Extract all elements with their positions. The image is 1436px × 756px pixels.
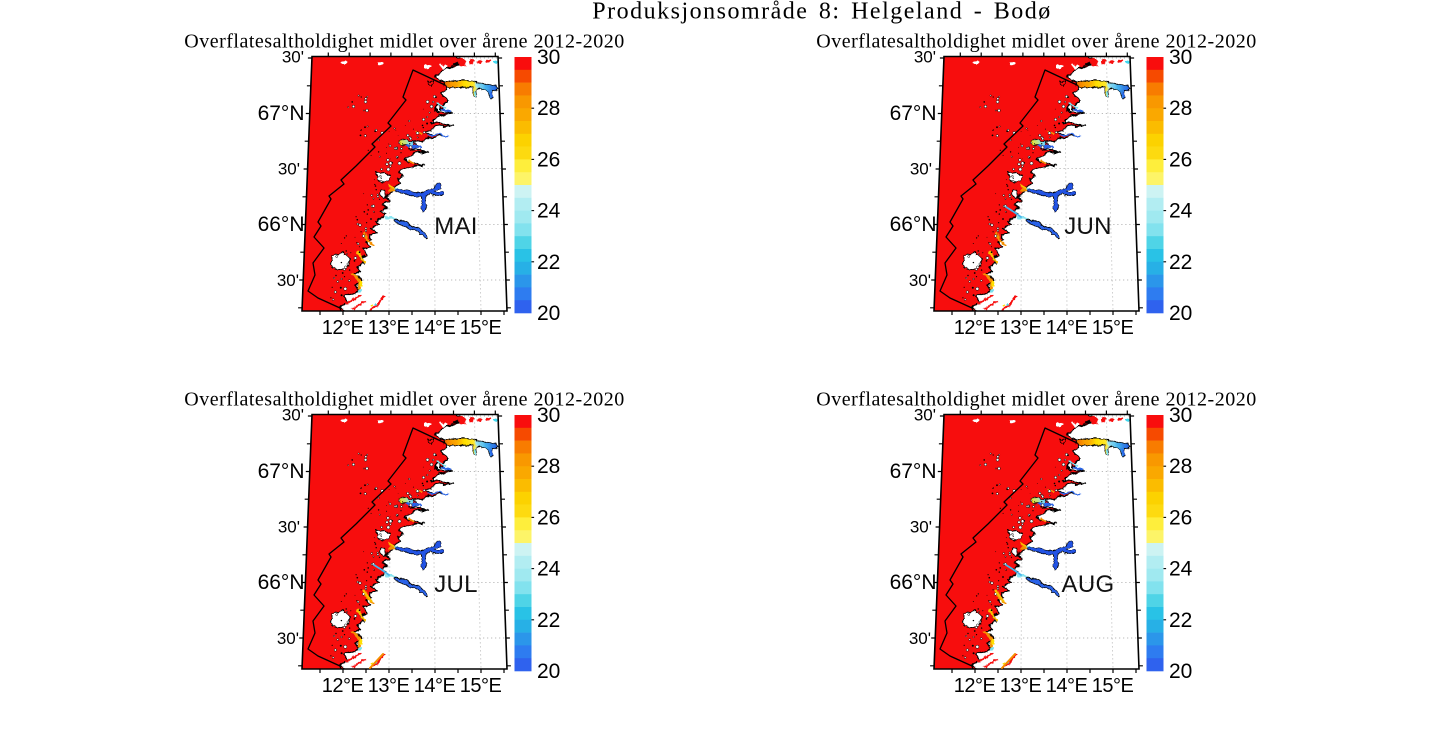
svg-text:AUG: AUG — [1062, 571, 1115, 598]
svg-text:JUL: JUL — [434, 571, 478, 598]
svg-text:Produksjonsområde 8: Helgeland: Produksjonsområde 8: Helgeland - Bodø — [592, 0, 1051, 25]
svg-text:MAI: MAI — [434, 213, 478, 240]
svg-text:JUN: JUN — [1064, 213, 1112, 240]
